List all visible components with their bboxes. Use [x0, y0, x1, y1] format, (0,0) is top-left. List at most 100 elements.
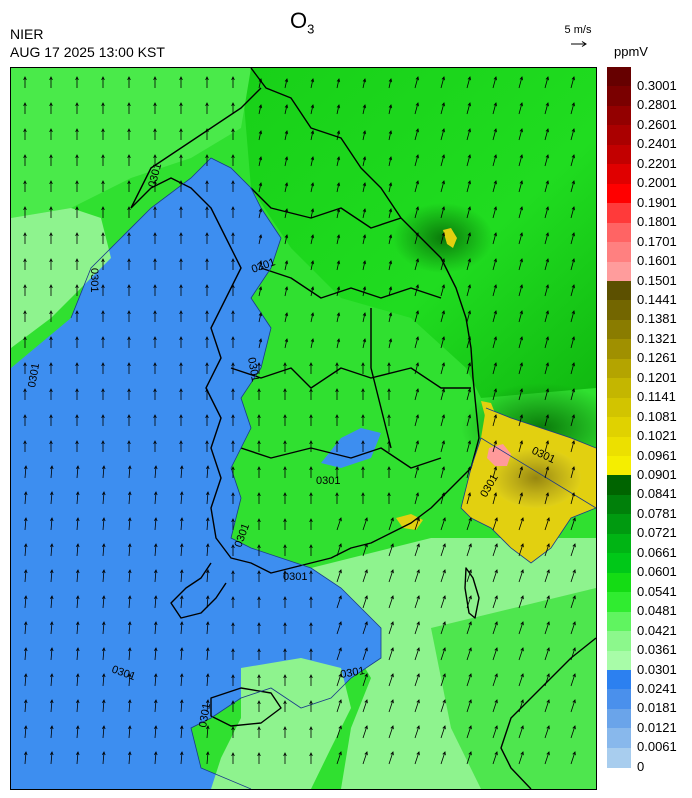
wind-vector-head	[128, 569, 132, 574]
wind-vector-head	[154, 699, 158, 704]
wind-vector	[544, 440, 549, 453]
wind-vector-head	[258, 286, 263, 291]
wind-vector-head	[364, 699, 368, 704]
wind-vector-head	[206, 595, 210, 600]
wind-vector-head	[50, 465, 54, 470]
wind-vector-head	[153, 128, 157, 133]
wind-vector-head	[416, 569, 420, 574]
wind-vector-head	[50, 543, 54, 548]
colorbar-segment	[607, 650, 631, 671]
wind-vector	[440, 725, 446, 739]
wind-vector	[544, 673, 550, 687]
wind-vector-head	[336, 104, 341, 109]
wind-vector-head	[231, 310, 235, 315]
field-olive-core	[491, 448, 581, 508]
wind-vector	[50, 621, 53, 635]
wind-vector-head	[309, 362, 313, 367]
wind-vector-head	[493, 128, 497, 133]
wind-vector	[206, 673, 209, 687]
wind-vector-head	[205, 232, 209, 237]
wind-vector-head	[23, 388, 27, 393]
wind-vector-head	[49, 336, 53, 341]
wind-vector	[440, 517, 446, 531]
wind-vector-head	[231, 492, 235, 497]
wind-vector-head	[415, 440, 419, 445]
wind-vector	[440, 751, 446, 765]
wind-vector	[492, 595, 498, 609]
wind-vector	[50, 647, 53, 661]
wind-vector	[414, 388, 419, 401]
colorbar-tick-label: 0.1801	[637, 214, 677, 230]
wind-vector-head	[102, 751, 106, 756]
wind-vector-head	[416, 595, 420, 600]
wind-vector	[102, 751, 105, 765]
wind-vector	[440, 284, 445, 297]
wind-vector-head	[336, 130, 341, 135]
wind-vector	[466, 466, 471, 479]
wind-vector	[466, 725, 472, 739]
wind-vector-head	[102, 725, 106, 730]
colorbar-tick-label: 0.1381	[637, 311, 677, 327]
wind-vector-head	[441, 102, 445, 107]
wind-vector-head	[519, 440, 523, 445]
wind-vector	[24, 595, 27, 609]
wind-vector	[388, 260, 392, 271]
wind-vector	[414, 154, 419, 167]
wind-vector-head	[545, 206, 549, 211]
wind-vector-head	[128, 595, 132, 600]
wind-vector-head	[364, 725, 368, 730]
wind-vector	[414, 102, 419, 115]
wind-vector	[492, 258, 497, 271]
wind-vector-head	[257, 440, 261, 445]
wind-vector	[310, 182, 314, 193]
wind-vector-head	[571, 154, 575, 159]
wind-vector	[362, 182, 366, 193]
wind-vector	[466, 388, 471, 401]
wind-vector-head	[467, 310, 471, 315]
wind-vector	[414, 76, 419, 89]
wind-vector	[544, 595, 550, 609]
wind-vector	[362, 673, 368, 687]
wind-vector-head	[309, 492, 313, 497]
wind-vector	[206, 647, 209, 661]
wind-vector-head	[338, 647, 342, 652]
wind-vector-head	[364, 595, 368, 600]
wind-vector-head	[309, 648, 313, 653]
colorbar-tick-label: 0.1261	[637, 350, 677, 366]
wind-vector	[518, 128, 523, 141]
wind-vector-head	[231, 648, 235, 653]
wind-vector	[414, 336, 419, 349]
colorbar-segment	[607, 689, 631, 710]
wind-vector-head	[309, 700, 313, 705]
wind-vector-head	[205, 154, 209, 159]
wind-vector	[336, 569, 342, 583]
wind-vector-head	[364, 673, 368, 678]
wind-vector	[544, 128, 549, 141]
wind-vector-head	[309, 388, 313, 393]
wind-vector	[492, 673, 498, 687]
wind-vector	[50, 517, 53, 531]
colorbar-segment	[607, 300, 631, 321]
wind-vector	[492, 128, 497, 141]
wind-vector	[440, 206, 445, 219]
wind-vector-head	[519, 232, 523, 237]
wind-vector	[544, 414, 549, 427]
wind-vector-head	[257, 570, 261, 575]
wind-vector	[518, 647, 524, 661]
wind-vector	[544, 621, 550, 635]
wind-vector-head	[23, 362, 27, 367]
wind-vector-head	[468, 673, 472, 678]
wind-vector-head	[390, 725, 394, 730]
wind-vector-head	[50, 517, 54, 522]
wind-vector-head	[283, 622, 287, 627]
wind-vector-head	[24, 595, 28, 600]
wind-vector	[310, 208, 314, 219]
wind-vector-head	[23, 440, 27, 445]
wind-vector-head	[415, 466, 419, 471]
wind-vector	[570, 414, 575, 427]
wind-vector-head	[153, 362, 157, 367]
wind-vector	[570, 517, 576, 531]
wind-vector	[414, 362, 419, 375]
contour-yellow	[460, 407, 596, 564]
wind-vector-head	[362, 104, 367, 109]
